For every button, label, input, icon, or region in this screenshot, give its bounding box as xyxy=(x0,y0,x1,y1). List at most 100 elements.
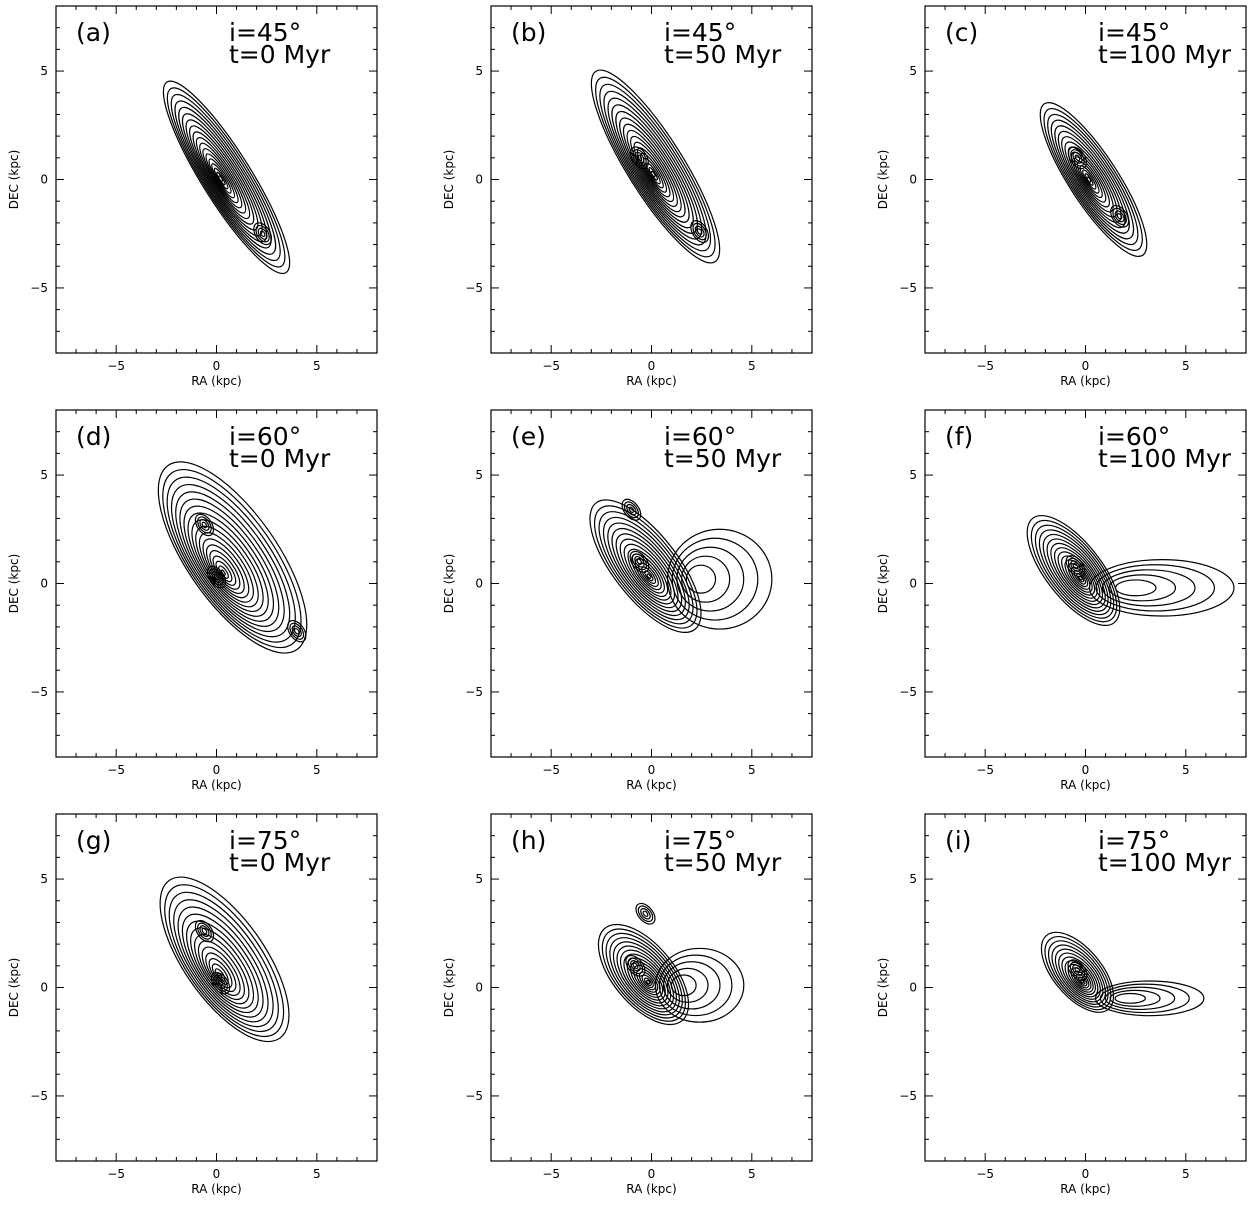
knot-contour xyxy=(259,230,266,238)
contour-level xyxy=(627,548,669,598)
contour-level xyxy=(605,932,683,1019)
contour-level xyxy=(626,129,682,213)
knot-contour xyxy=(630,146,649,170)
inclination-label: i=75° xyxy=(1098,826,1170,855)
plume-contour xyxy=(681,555,731,603)
contour-level xyxy=(218,175,224,182)
contour-level xyxy=(633,964,661,996)
knot-contour xyxy=(197,922,212,940)
knot-contour xyxy=(634,555,645,568)
plume-contour xyxy=(658,954,733,1017)
knot-contour xyxy=(694,225,705,238)
contour-group xyxy=(159,876,290,1043)
knot-contour xyxy=(628,506,635,513)
x-tick-label: 0 xyxy=(648,1167,656,1181)
knot-contour xyxy=(1116,213,1123,220)
contour-level xyxy=(1044,936,1112,1011)
contour-level xyxy=(589,499,702,634)
plume-contour xyxy=(671,537,759,621)
contour-level xyxy=(619,538,675,605)
knot-contour xyxy=(625,954,646,977)
plume-contour xyxy=(1101,569,1196,607)
contour-group xyxy=(589,498,773,634)
knot-contour xyxy=(636,154,643,162)
plume-contour xyxy=(1104,986,1176,1011)
inclination-label: i=75° xyxy=(229,826,301,855)
y-tick-label: −5 xyxy=(899,281,917,295)
contour-level xyxy=(622,123,686,218)
contour-level xyxy=(615,533,679,609)
contour-level xyxy=(170,483,291,638)
y-tick-label: −5 xyxy=(465,685,483,699)
time-label: t=0 Myr xyxy=(229,444,331,473)
knot-contour xyxy=(1072,562,1079,570)
panel-letter: (c) xyxy=(945,18,978,47)
contour-level xyxy=(1030,519,1118,623)
contour-level xyxy=(644,570,654,582)
knot-contour xyxy=(631,553,648,571)
y-tick-label: −5 xyxy=(30,1089,48,1103)
contour-level xyxy=(598,511,694,625)
contour-level xyxy=(590,69,721,264)
inclination-label: i=60° xyxy=(664,422,736,451)
x-axis-label: RA (kpc) xyxy=(1060,778,1110,792)
time-label: t=0 Myr xyxy=(229,40,331,69)
panel-letter: (g) xyxy=(76,826,111,855)
contour-level xyxy=(173,899,274,1028)
inclination-label: i=60° xyxy=(1098,422,1170,451)
knot-contour xyxy=(637,905,654,923)
contour-level xyxy=(1086,176,1092,183)
contour-level xyxy=(195,137,251,220)
contour-level xyxy=(162,80,291,275)
inclination-label: i=60° xyxy=(229,422,301,451)
plume-contour xyxy=(1114,992,1146,1004)
knot-contour xyxy=(201,927,208,935)
contour-level xyxy=(646,573,652,579)
plume-contour xyxy=(1094,980,1205,1017)
contour-level xyxy=(1026,514,1121,627)
contour-level xyxy=(205,544,245,594)
x-tick-label: −5 xyxy=(976,1167,994,1181)
y-tick-label: 0 xyxy=(40,173,48,187)
inclination-label: i=45° xyxy=(664,18,736,47)
contour-level xyxy=(197,940,245,1001)
y-tick-label: −5 xyxy=(899,1089,917,1103)
x-tick-label: 0 xyxy=(648,359,656,373)
contour-level xyxy=(168,891,279,1033)
plume-contour xyxy=(670,974,697,997)
inclination-label: i=75° xyxy=(664,826,736,855)
x-tick-label: 5 xyxy=(748,763,756,777)
knot-contour xyxy=(632,149,647,167)
contour-level xyxy=(1039,102,1148,257)
contour-level xyxy=(1038,529,1112,616)
contour-level xyxy=(643,977,652,987)
x-tick-label: 0 xyxy=(1082,1167,1090,1181)
contour-level xyxy=(1043,107,1143,252)
contour-level xyxy=(205,153,239,204)
panel-c: −5 −5 0 0 5 5 RA (kpc) DEC (kpc) (c) i=45°t=100 M… xyxy=(876,5,1247,388)
contour-level xyxy=(213,167,229,190)
x-tick-label: 0 xyxy=(213,763,221,777)
knot-contour xyxy=(630,960,641,972)
knot-contour xyxy=(1067,557,1084,575)
plume-contour xyxy=(1109,989,1161,1007)
plume-contour xyxy=(1108,574,1177,602)
plume-contour xyxy=(1099,983,1190,1014)
knot-contour xyxy=(289,622,305,640)
panel-letter: (h) xyxy=(511,826,546,855)
contour-group xyxy=(1039,102,1148,257)
y-tick-label: 0 xyxy=(40,981,48,995)
knot-contour xyxy=(642,910,649,917)
x-tick-label: −5 xyxy=(542,763,560,777)
y-axis-label: DEC (kpc) xyxy=(7,554,21,614)
panel-e: −5 −5 0 0 5 5 RA (kpc) DEC (kpc) (e) i=60°t=50 My… xyxy=(442,409,813,792)
contour-group xyxy=(590,69,721,264)
x-tick-label: 0 xyxy=(648,763,656,777)
contour-level xyxy=(211,163,232,194)
y-tick-label: 0 xyxy=(475,577,483,591)
contour-level xyxy=(634,558,662,591)
knot-contour xyxy=(1065,555,1086,578)
knot-contour xyxy=(1070,149,1085,167)
panel-i: −5 −5 0 0 5 5 RA (kpc) DEC (kpc) (i) i=75°t=100 M… xyxy=(876,813,1247,1196)
